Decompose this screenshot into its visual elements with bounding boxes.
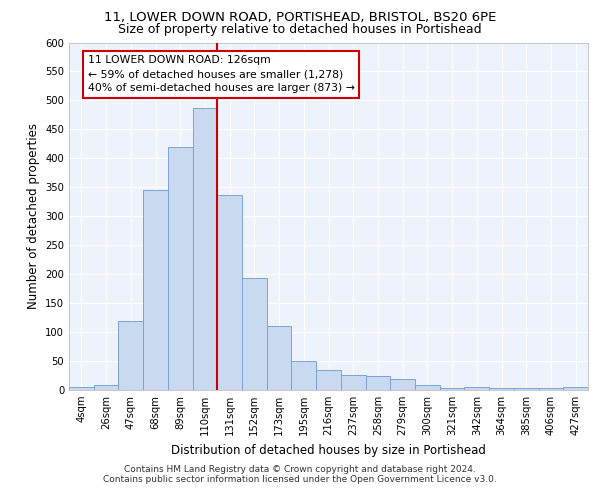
Bar bbox=[440, 388, 464, 390]
Bar bbox=[365, 376, 390, 390]
Bar bbox=[292, 361, 316, 390]
Bar bbox=[390, 379, 415, 390]
Bar bbox=[514, 388, 539, 390]
Bar bbox=[168, 147, 193, 390]
Bar bbox=[118, 320, 143, 390]
Text: Contains HM Land Registry data © Crown copyright and database right 2024.: Contains HM Land Registry data © Crown c… bbox=[124, 465, 476, 474]
Bar bbox=[316, 370, 341, 390]
Bar bbox=[242, 278, 267, 390]
Bar bbox=[341, 375, 365, 390]
Text: Size of property relative to detached houses in Portishead: Size of property relative to detached ho… bbox=[118, 22, 482, 36]
Text: 11, LOWER DOWN ROAD, PORTISHEAD, BRISTOL, BS20 6PE: 11, LOWER DOWN ROAD, PORTISHEAD, BRISTOL… bbox=[104, 11, 496, 24]
Bar bbox=[415, 385, 440, 390]
Bar bbox=[539, 388, 563, 390]
Bar bbox=[94, 386, 118, 390]
X-axis label: Distribution of detached houses by size in Portishead: Distribution of detached houses by size … bbox=[171, 444, 486, 456]
Bar bbox=[489, 388, 514, 390]
Bar bbox=[563, 387, 588, 390]
Bar bbox=[69, 387, 94, 390]
Bar bbox=[143, 190, 168, 390]
Bar bbox=[217, 195, 242, 390]
Bar bbox=[193, 108, 217, 390]
Bar bbox=[464, 387, 489, 390]
Text: 11 LOWER DOWN ROAD: 126sqm
← 59% of detached houses are smaller (1,278)
40% of s: 11 LOWER DOWN ROAD: 126sqm ← 59% of deta… bbox=[88, 55, 355, 93]
Bar bbox=[267, 326, 292, 390]
Y-axis label: Number of detached properties: Number of detached properties bbox=[26, 123, 40, 309]
Text: Contains public sector information licensed under the Open Government Licence v3: Contains public sector information licen… bbox=[103, 475, 497, 484]
